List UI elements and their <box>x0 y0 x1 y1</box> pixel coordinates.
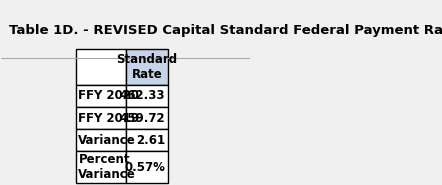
Text: 459.72: 459.72 <box>120 112 165 125</box>
Text: 2.61: 2.61 <box>136 134 165 147</box>
Text: FFY 2020: FFY 2020 <box>78 89 139 102</box>
Bar <box>76 107 126 129</box>
Bar <box>126 151 168 183</box>
Bar <box>76 85 126 107</box>
Bar <box>126 49 168 85</box>
Bar <box>76 129 126 151</box>
Text: Standard
Rate: Standard Rate <box>116 53 177 81</box>
Bar <box>126 129 168 151</box>
Text: 462.33: 462.33 <box>120 89 165 102</box>
Bar <box>76 151 126 183</box>
Bar <box>76 49 126 85</box>
Text: Percent
Variance: Percent Variance <box>78 153 136 181</box>
Text: FFY 2019: FFY 2019 <box>78 112 140 125</box>
Bar <box>126 85 168 107</box>
Text: Table 1D. - REVISED Capital Standard Federal Payment Rate FFY 2020: Table 1D. - REVISED Capital Standard Fed… <box>9 24 442 37</box>
Text: 0.57%: 0.57% <box>125 161 165 174</box>
Text: Variance: Variance <box>78 134 136 147</box>
Bar <box>126 107 168 129</box>
